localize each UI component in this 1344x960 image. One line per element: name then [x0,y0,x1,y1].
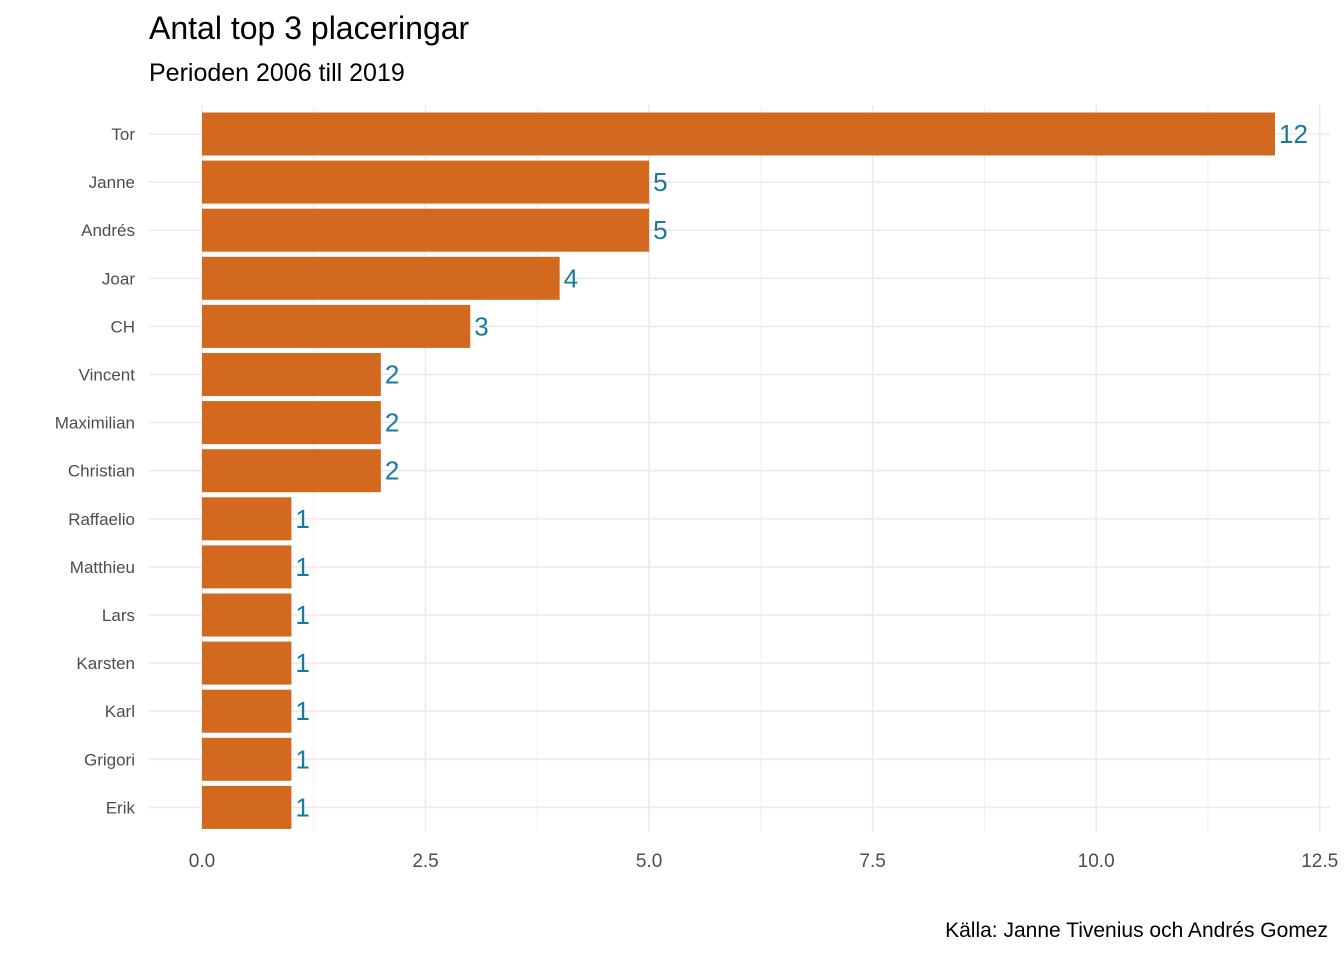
y-tick-label: Vincent [79,366,136,385]
y-tick-labels: Tor Janne Andrés Joar CH Vincent Maximilian Chr… [55,125,136,817]
value-labels: 12 5 5 4 3 2 2 2 1 1 1 1 1 1 1 [295,119,1308,822]
y-tick-label: Raffaelio [68,510,135,529]
y-tick-label: Maximilian [55,414,135,433]
y-tick-label: Grigori [84,750,135,769]
value-label: 1 [295,792,309,822]
y-tick-label: Matthieu [70,558,135,577]
y-tick-label: Karl [105,702,135,721]
value-label: 5 [653,167,667,197]
y-tick-label: Erik [106,798,136,817]
value-label: 3 [474,311,488,341]
y-tick-label: Lars [102,606,135,625]
value-label: 4 [564,263,578,293]
bar [202,256,560,300]
value-label: 1 [295,696,309,726]
value-label: 1 [295,648,309,678]
bars [202,112,1275,829]
chart-caption: Källa: Janne Tivenius och Andrés Gomez [945,919,1328,942]
bar [202,641,292,685]
value-label: 12 [1279,119,1308,149]
bar [202,689,292,733]
bar [202,497,292,541]
bar [202,112,1275,156]
value-label: 1 [295,744,309,774]
y-tick-label: Joar [102,269,135,288]
x-tick-label: 12.5 [1301,851,1338,872]
y-tick-label: Andrés [81,221,135,240]
x-tick-label: 7.5 [859,851,885,872]
x-tick-label: 5.0 [636,851,662,872]
x-tick-label: 0.0 [189,851,215,872]
x-tick-label: 2.5 [412,851,438,872]
bar [202,353,381,396]
y-tick-label: Tor [111,125,135,144]
bar [202,208,650,252]
y-tick-label: CH [110,317,135,336]
value-label: 2 [385,408,399,438]
y-tick-label: Karsten [76,654,135,673]
bar [202,737,292,781]
y-tick-label: Christian [68,462,135,481]
x-tick-label: 10.0 [1078,851,1115,872]
bar [202,304,471,348]
bar [202,545,292,589]
bar [202,785,292,829]
value-label: 5 [653,215,667,245]
bar [202,160,650,204]
bar [202,401,381,445]
value-label: 2 [385,456,399,486]
chart-title: Antal top 3 placeringar [149,10,470,46]
value-label: 2 [385,360,399,390]
y-tick-label: Janne [89,173,135,192]
bar [202,449,381,493]
value-label: 1 [295,600,309,630]
chart-subtitle: Perioden 2006 till 2019 [149,59,405,87]
value-label: 1 [295,504,309,534]
value-label: 1 [295,552,309,582]
bar [202,593,292,637]
x-tick-labels: 0.0 2.5 5.0 7.5 10.0 12.5 [189,851,1338,872]
